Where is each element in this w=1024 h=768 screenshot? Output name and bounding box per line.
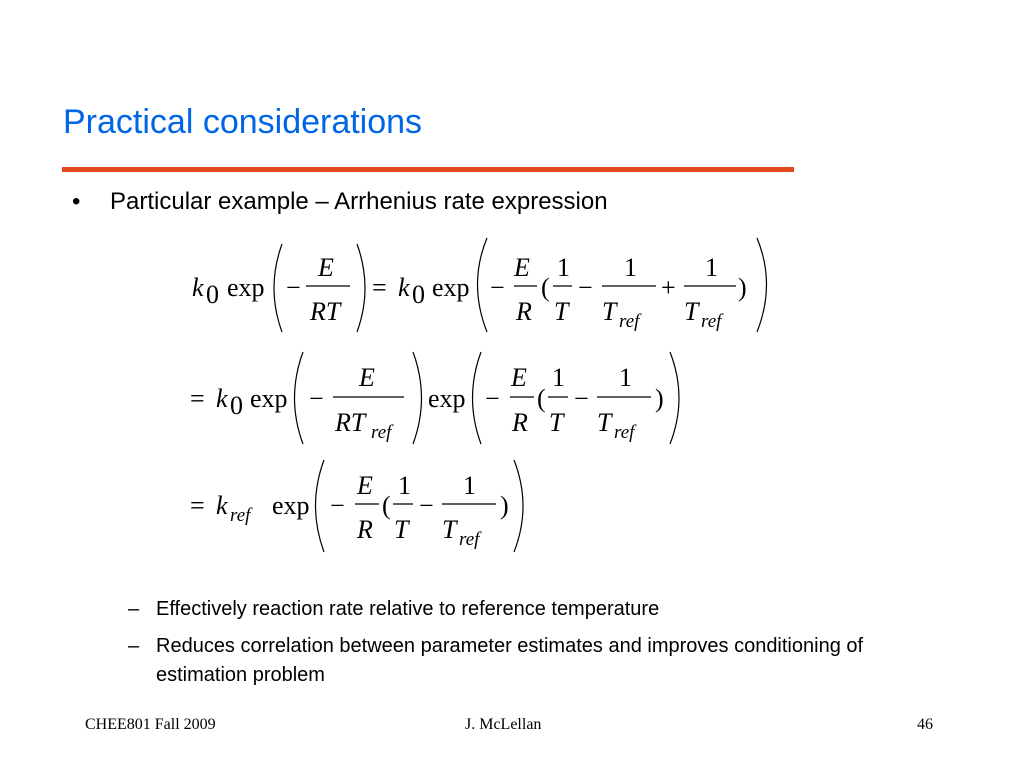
main-bullet: • Particular example – Arrhenius rate exp… [72, 188, 608, 216]
svg-text:0: 0 [230, 391, 243, 420]
svg-text:R: R [356, 515, 373, 544]
svg-text:1: 1 [398, 471, 411, 500]
svg-text:(: ( [541, 273, 550, 302]
svg-text:E: E [356, 471, 373, 500]
svg-text:RT: RT [334, 408, 367, 437]
svg-text:T: T [602, 297, 618, 326]
sub-bullet-text: Effectively reaction rate relative to re… [156, 598, 660, 620]
sub-bullet-text: Reduces correlation between parameter es… [156, 635, 864, 686]
svg-text:−: − [574, 384, 589, 413]
sub-bullet-marker: – [128, 598, 140, 620]
svg-text:0: 0 [206, 280, 219, 309]
svg-text:T: T [597, 408, 613, 437]
svg-text:=: = [190, 384, 205, 413]
svg-text:ref: ref [459, 529, 482, 550]
svg-text:ref: ref [701, 311, 724, 332]
bullet-text: Particular example – Arrhenius rate expr… [110, 188, 608, 215]
svg-text:=: = [190, 491, 205, 520]
svg-text:1: 1 [463, 471, 476, 500]
svg-text:1: 1 [552, 363, 565, 392]
svg-text:k: k [398, 273, 410, 302]
svg-text:E: E [317, 253, 334, 282]
svg-text:ref: ref [619, 311, 642, 332]
bullet-marker: • [72, 188, 81, 215]
footer-page-number: 46 [917, 716, 933, 733]
title-underline [62, 167, 794, 172]
svg-text:(: ( [382, 491, 391, 520]
footer-author: J. McLellan [465, 716, 542, 733]
svg-text:−: − [490, 273, 505, 302]
svg-text:+: + [661, 273, 676, 302]
svg-text:k: k [216, 384, 228, 413]
svg-text:0: 0 [412, 280, 425, 309]
svg-text:exp: exp [250, 384, 288, 413]
svg-text:ref: ref [614, 422, 637, 443]
footer-course: CHEE801 Fall 2009 [85, 716, 216, 733]
svg-text:T: T [684, 297, 700, 326]
svg-text:−: − [419, 491, 434, 520]
svg-text:−: − [578, 273, 593, 302]
svg-text:k: k [192, 273, 204, 302]
svg-text:R: R [515, 297, 532, 326]
svg-text:k: k [216, 491, 228, 520]
svg-text:−: − [330, 491, 345, 520]
svg-text:=: = [372, 273, 387, 302]
svg-text:1: 1 [705, 253, 718, 282]
svg-text:1: 1 [619, 363, 632, 392]
svg-text:T: T [442, 515, 458, 544]
slide-title: Practical considerations [63, 103, 423, 141]
svg-text:): ) [738, 273, 747, 302]
svg-text:1: 1 [624, 253, 637, 282]
sub-bullet-marker: – [128, 635, 140, 657]
svg-text:E: E [510, 363, 527, 392]
svg-text:T: T [394, 515, 410, 544]
svg-text:(: ( [537, 384, 546, 413]
svg-text:ref: ref [230, 505, 253, 526]
svg-text:): ) [500, 491, 509, 520]
svg-text:exp: exp [428, 384, 466, 413]
svg-text:T: T [554, 297, 570, 326]
svg-text:exp: exp [432, 273, 470, 302]
svg-text:R: R [511, 408, 528, 437]
sub-bullet-1: – Effectively reaction rate relative to … [128, 595, 928, 624]
sub-bullet-2: – Reduces correlation between parameter … [128, 632, 928, 690]
svg-text:1: 1 [557, 253, 570, 282]
svg-text:−: − [286, 273, 301, 302]
svg-text:E: E [358, 363, 375, 392]
svg-text:E: E [513, 253, 530, 282]
svg-text:exp: exp [272, 491, 310, 520]
svg-text:−: − [485, 384, 500, 413]
svg-text:RT: RT [309, 297, 342, 326]
svg-text:−: − [309, 384, 324, 413]
svg-text:T: T [549, 408, 565, 437]
svg-text:): ) [655, 384, 664, 413]
svg-text:exp: exp [227, 273, 265, 302]
svg-text:ref: ref [371, 422, 394, 443]
